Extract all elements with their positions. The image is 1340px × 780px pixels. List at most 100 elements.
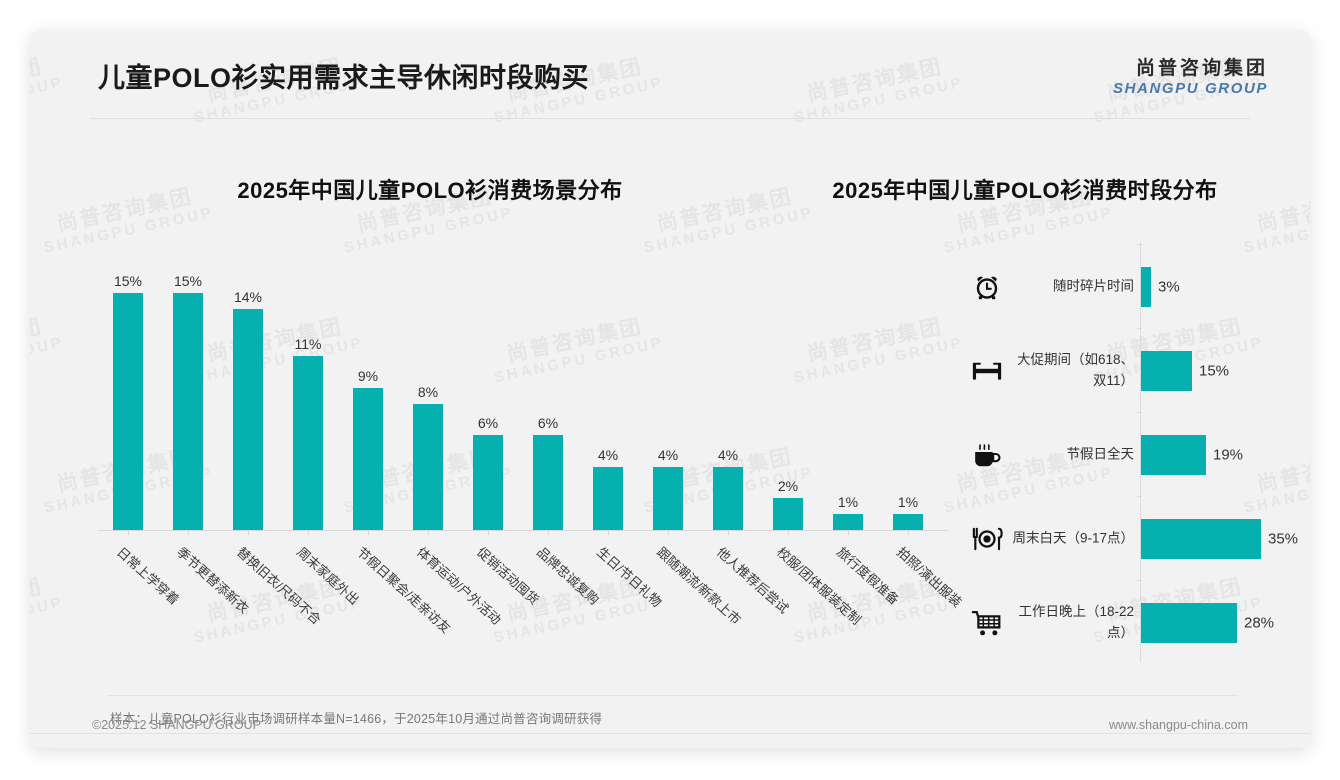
brand-logo-en: SHANGPU GROUP	[1113, 79, 1268, 97]
slide-header: 儿童POLO衫实用需求主导休闲时段购买 尚普咨询集团 SHANGPU GROUP	[30, 30, 1310, 119]
bar-column: 9%	[338, 240, 398, 530]
bar	[773, 498, 803, 530]
axis-tick	[818, 530, 878, 535]
footer-divider	[30, 733, 1310, 734]
bar-value-label: 19%	[1213, 446, 1244, 464]
axis-tick	[638, 530, 698, 535]
bar	[473, 435, 503, 530]
note-divider	[108, 695, 1238, 696]
bar-column: 4%	[638, 240, 698, 530]
left-chart-bars: 15% 15% 14% 11% 9% 8% 6% 6% 4% 4% 4% 2% 1% 1%	[98, 240, 938, 530]
axis-tick	[158, 530, 218, 535]
footer-website[interactable]: www.shangpu-china.com	[1109, 718, 1248, 732]
bar-value-label: 15%	[173, 273, 203, 289]
time-slot-label: 大促期间（如618、双11）	[1016, 352, 1134, 388]
category-label: 拍照/演出服装	[893, 544, 965, 610]
bar	[1141, 267, 1151, 307]
axis-tick	[878, 530, 938, 535]
bar-value-label: 28%	[1244, 614, 1275, 632]
axis-tick	[398, 530, 458, 535]
bar-column: 1%	[818, 240, 878, 530]
left-chart-ticks	[98, 530, 938, 535]
category-label-cell: 节假日聚会/走亲访友	[338, 538, 454, 668]
footer-copyright: ©2025.12 SHANGPU GROUP	[92, 718, 261, 732]
category-label-cell: 日常上学穿着	[98, 538, 182, 668]
bar	[893, 514, 923, 530]
right-chart-axis-line	[1140, 242, 1141, 662]
bar-value-label: 2%	[777, 478, 799, 494]
bar-column: 11%	[278, 240, 338, 530]
bar	[113, 293, 143, 530]
bar-value-label: 1%	[837, 494, 859, 510]
axis-tick	[338, 530, 398, 535]
category-label-cell: 跟随潮流/新款上市	[638, 538, 744, 668]
left-chart-title: 2025年中国儿童POLO衫消费场景分布	[237, 178, 623, 203]
bar	[1141, 351, 1192, 391]
category-label-cell: 季节更替添新衣	[158, 538, 252, 668]
right-chart-title: 2025年中国儿童POLO衫消费时段分布	[832, 178, 1218, 203]
bar-column: 14%	[218, 240, 278, 530]
bar-column: 15%	[98, 240, 158, 530]
bar-column: 15%	[158, 240, 218, 530]
page-title: 儿童POLO衫实用需求主导休闲时段购买	[98, 63, 590, 93]
bar	[1141, 435, 1206, 475]
bar-value-label: 6%	[477, 415, 499, 431]
category-label-cell: 周末家庭外出	[278, 538, 362, 668]
category-label-cell: 体育运动/户外活动	[398, 538, 504, 668]
alarm-clock-icon	[970, 270, 1004, 304]
bar-value-label: 15%	[113, 273, 143, 289]
bar	[833, 514, 863, 530]
header-divider	[90, 118, 1250, 119]
bed-icon	[970, 354, 1004, 388]
shopping-cart-icon	[970, 606, 1004, 640]
footer-band	[30, 706, 1310, 748]
bar	[653, 467, 683, 530]
time-slot-row: 节假日全天 19%	[960, 420, 1290, 490]
bar	[413, 404, 443, 530]
time-slot-row: 大促期间（如618、双11） 15%	[960, 336, 1290, 406]
bar	[353, 388, 383, 530]
dining-plate-icon	[970, 522, 1004, 556]
axis-tick	[98, 530, 158, 535]
axis-tick	[698, 530, 758, 535]
axis-tick	[1137, 244, 1142, 245]
consumption-scenario-bar-chart: 15% 15% 14% 11% 9% 8% 6% 6% 4% 4% 4% 2% 1% 1% 日常上学穿着季…	[70, 240, 965, 680]
bar	[713, 467, 743, 530]
category-label-cell: 拍照/演出服装	[878, 538, 965, 668]
time-slot-label: 工作日晚上（18-22点）	[1018, 604, 1134, 640]
sample-note: 样本：儿童POLO衫行业市场调研样本量N=1466，于2025年10月通过尚普咨…	[110, 712, 603, 726]
bar-value-label: 35%	[1268, 530, 1299, 548]
bar-value-label: 3%	[1158, 278, 1180, 296]
axis-tick	[518, 530, 578, 535]
axis-tick	[1137, 412, 1142, 413]
bar-column: 8%	[398, 240, 458, 530]
time-slot-row: 随时碎片时间 3%	[960, 252, 1290, 322]
bar	[233, 309, 263, 530]
bar-value-label: 1%	[897, 494, 919, 510]
category-label-cell: 校服/团体服装定制	[758, 538, 864, 668]
brand-logo: 尚普咨询集团 SHANGPU GROUP	[1113, 58, 1268, 98]
bar-value-label: 4%	[597, 447, 619, 463]
axis-tick	[578, 530, 638, 535]
bar-value-label: 11%	[294, 336, 322, 352]
axis-tick	[218, 530, 278, 535]
bar	[1141, 603, 1237, 643]
axis-tick	[1137, 496, 1142, 497]
left-chart-axis-line	[98, 530, 948, 531]
time-slot-label: 节假日全天	[1066, 446, 1135, 462]
time-slot-row: 周末白天（9-17点） 35%	[960, 504, 1298, 574]
bar-value-label: 6%	[537, 415, 559, 431]
category-label-cell: 品牌忠诚复购	[518, 538, 602, 668]
bar	[593, 467, 623, 530]
bar-column: 6%	[518, 240, 578, 530]
time-slot-row: 工作日晚上（18-22点） 28%	[960, 588, 1290, 658]
time-slot-label: 周末白天（9-17点）	[1012, 530, 1134, 546]
bar-column: 6%	[458, 240, 518, 530]
bar-value-label: 14%	[233, 289, 263, 305]
category-label-cell: 生日/节日礼物	[578, 538, 665, 668]
bar-value-label: 4%	[657, 447, 679, 463]
bar-column: 1%	[878, 240, 938, 530]
